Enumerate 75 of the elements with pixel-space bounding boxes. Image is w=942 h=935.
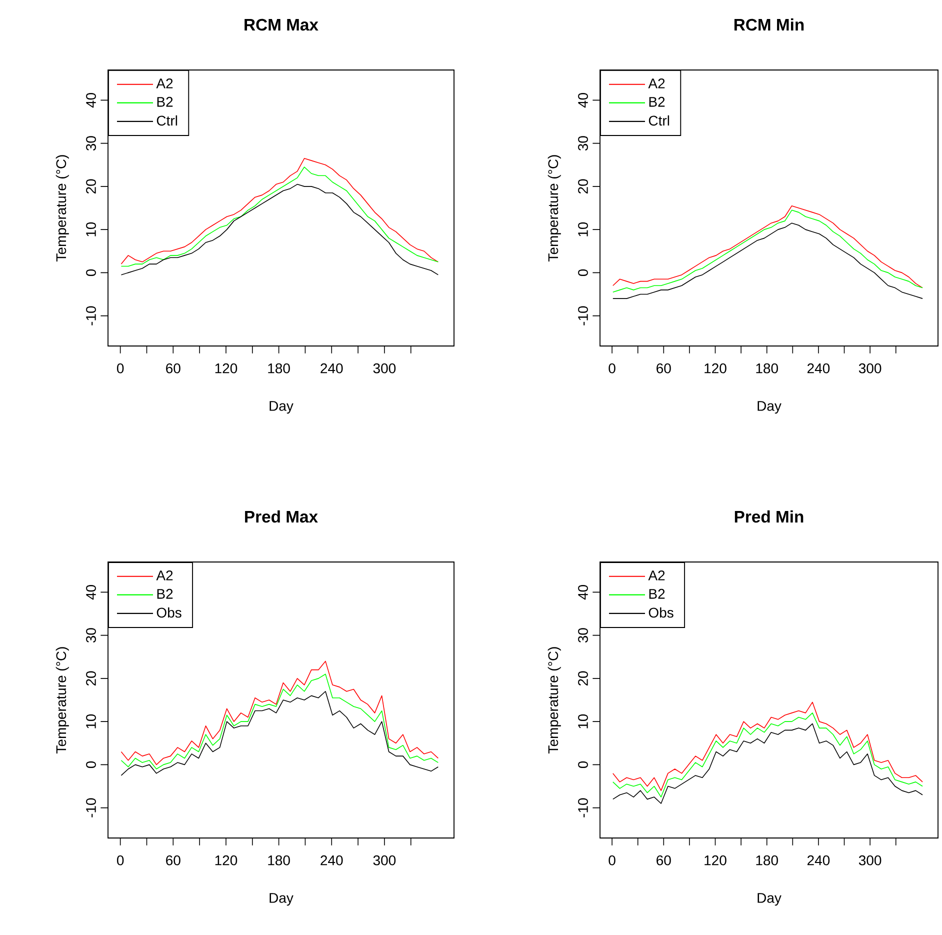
x-tick-label: 120 — [704, 363, 726, 374]
legend-label: Obs — [648, 607, 674, 618]
chart-title: Pred Min — [734, 510, 804, 523]
x-tick-label: 180 — [268, 363, 290, 374]
legend-label: B2 — [157, 588, 173, 599]
y-tick-label: 10 — [86, 714, 96, 728]
y-axis-title: Temperature (°C) — [548, 647, 561, 754]
y-tick-label: 20 — [86, 179, 96, 194]
y-tick-label: 40 — [578, 584, 588, 600]
y-tick-label: 10 — [578, 714, 588, 728]
line-series — [120, 690, 439, 776]
legend-label: A2 — [648, 78, 665, 88]
y-axis-title: Temperature (°C) — [56, 647, 69, 754]
legend-label: Obs — [156, 607, 182, 618]
x-axis-title: Day — [758, 401, 782, 414]
x-axis-title: Day — [758, 893, 782, 906]
y-axis-title: Temperature (°C) — [56, 155, 69, 262]
legend-label: A2 — [156, 78, 173, 88]
y-tick-label: -10 — [578, 798, 588, 818]
x-tick-label: 300 — [858, 363, 882, 374]
y-tick-label: 20 — [86, 671, 96, 686]
y-tick-label: -10 — [578, 306, 588, 326]
x-tick-label: 60 — [656, 855, 671, 866]
y-tick-label: 0 — [578, 761, 588, 768]
x-tick-label: 120 — [215, 855, 238, 866]
line-series — [120, 674, 439, 770]
chart-title: RCM Min — [734, 18, 804, 31]
legend-label: Ctrl — [156, 115, 178, 126]
x-tick-label: 60 — [166, 855, 180, 866]
y-tick-label: 30 — [86, 136, 96, 151]
line-series — [120, 660, 439, 766]
y-tick-label: 40 — [86, 584, 96, 600]
x-tick-label: 300 — [373, 363, 396, 374]
x-tick-label: 240 — [807, 855, 830, 866]
legend-label: A2 — [156, 570, 173, 580]
legend-label: B2 — [157, 96, 173, 107]
y-tick-label: 10 — [86, 222, 96, 236]
y-tick-label: 0 — [86, 761, 96, 768]
x-tick-label: 0 — [116, 855, 124, 866]
y-tick-label: 20 — [578, 671, 588, 686]
y-tick-label: 20 — [578, 179, 588, 194]
x-tick-label: 0 — [116, 363, 124, 374]
y-tick-label: 30 — [578, 136, 588, 151]
x-tick-label: 300 — [373, 855, 396, 866]
legend-label: B2 — [649, 96, 665, 107]
y-tick-label: 0 — [86, 269, 96, 276]
x-tick-label: 120 — [704, 855, 726, 866]
y-tick-label: 40 — [86, 92, 96, 108]
x-tick-label: 180 — [268, 855, 290, 866]
y-tick-label: 30 — [86, 628, 96, 643]
y-tick-label: 40 — [578, 92, 588, 108]
x-tick-label: 60 — [166, 363, 180, 374]
y-tick-label: 10 — [578, 222, 588, 236]
x-axis-title: Day — [270, 893, 294, 906]
x-tick-label: 240 — [320, 855, 343, 866]
x-tick-label: 180 — [756, 363, 778, 374]
y-tick-label: 0 — [578, 269, 588, 276]
chart-title: Pred Max — [245, 510, 318, 523]
chart-title: RCM Max — [244, 18, 318, 31]
x-tick-label: 240 — [320, 363, 343, 374]
x-tick-label: 0 — [608, 363, 616, 374]
y-tick-label: 30 — [578, 628, 588, 643]
x-tick-label: 0 — [608, 855, 616, 866]
y-tick-label: -10 — [86, 798, 96, 818]
legend-label: Ctrl — [648, 115, 670, 126]
legend-label: B2 — [649, 588, 665, 599]
x-tick-label: 60 — [656, 363, 671, 374]
y-tick-label: -10 — [86, 306, 96, 326]
x-tick-label: 180 — [756, 855, 778, 866]
legend-label: A2 — [648, 570, 665, 580]
y-axis-title: Temperature (°C) — [548, 155, 561, 262]
x-tick-label: 300 — [858, 855, 882, 866]
x-axis-title: Day — [270, 401, 294, 414]
x-tick-label: 240 — [807, 363, 830, 374]
x-tick-label: 120 — [215, 363, 238, 374]
